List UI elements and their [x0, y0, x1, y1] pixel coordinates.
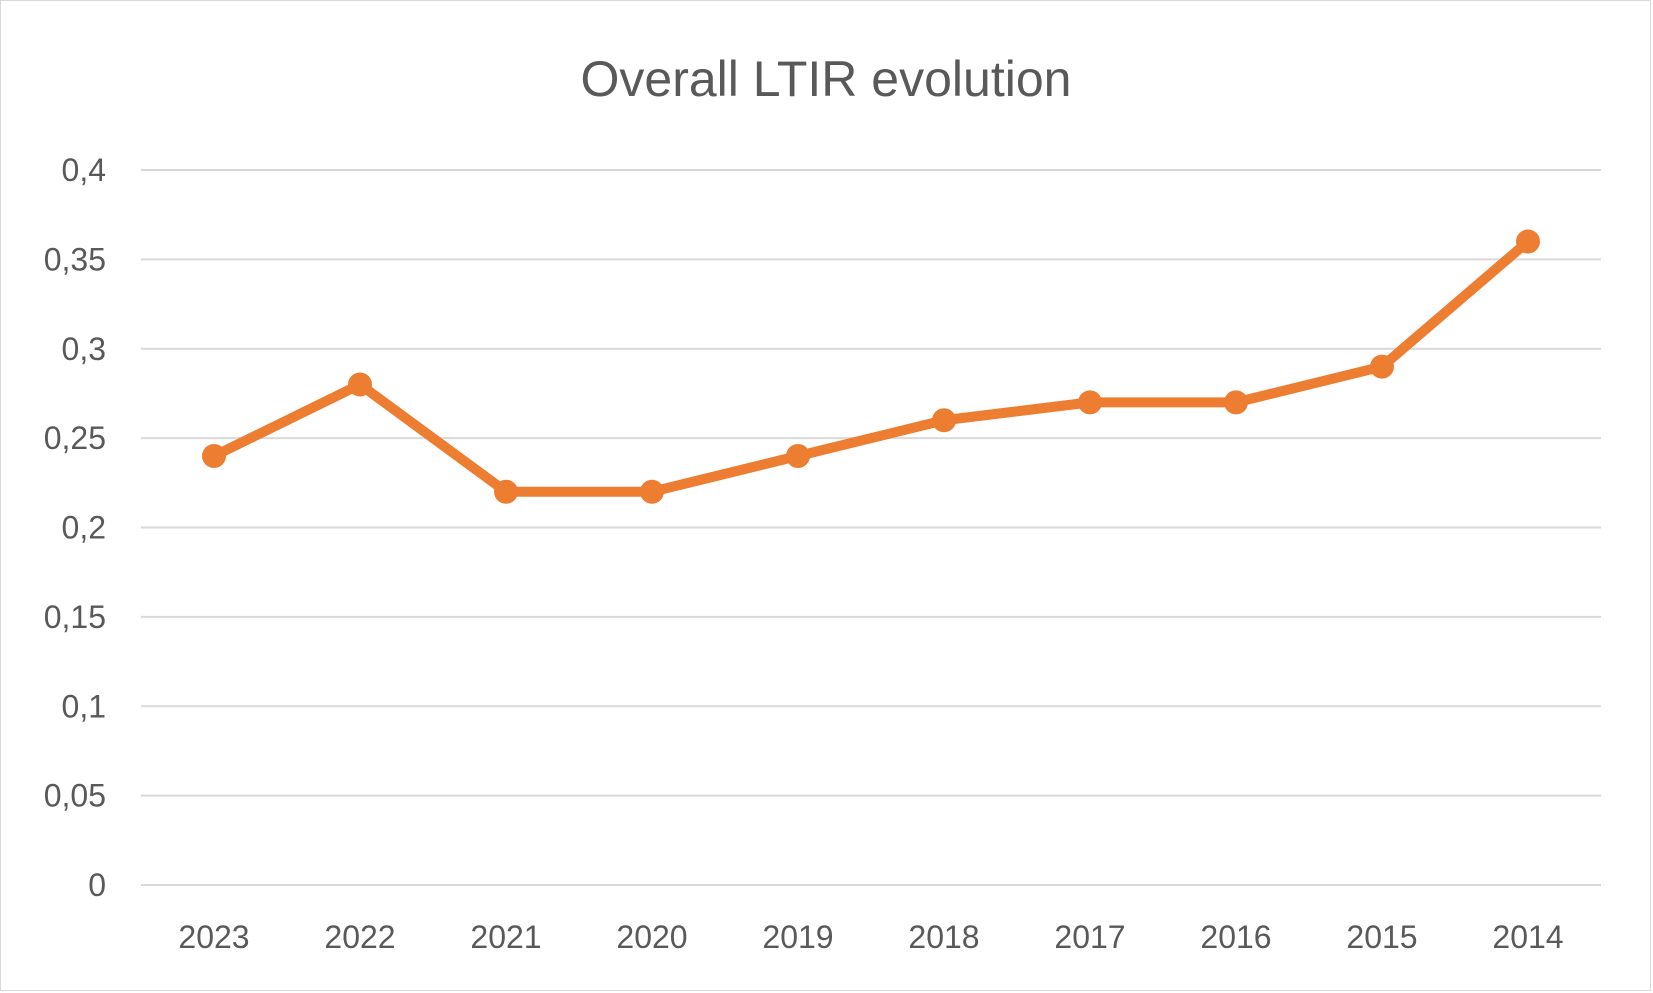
data-point: [202, 444, 226, 468]
y-tick-label: 0,05: [44, 778, 106, 814]
chart-title: Overall LTIR evolution: [581, 51, 1072, 107]
x-tick-label: 2014: [1492, 919, 1563, 955]
data-point: [640, 479, 664, 504]
y-tick-label: 0: [88, 867, 106, 903]
data-point: [1370, 354, 1394, 379]
x-tick-label: 2020: [616, 919, 687, 955]
series-line: [209, 236, 1533, 497]
data-point: [494, 479, 518, 504]
x-tick-label: 2022: [324, 919, 395, 955]
x-tick-label: 2021: [470, 919, 541, 955]
x-tick-label: 2016: [1200, 919, 1271, 955]
data-point: [932, 408, 956, 433]
series-group: [202, 229, 1540, 504]
y-tick-label: 0,35: [44, 241, 106, 277]
x-tick-label: 2015: [1346, 919, 1417, 955]
y-tick-label: 0,15: [44, 599, 106, 635]
x-tick-label: 2023: [178, 919, 249, 955]
x-tick-label: 2019: [762, 919, 833, 955]
y-tick-label: 0,1: [62, 688, 106, 724]
y-tick-label: 0,4: [62, 152, 106, 188]
y-tick-label: 0,25: [44, 420, 106, 456]
data-point: [1224, 390, 1248, 415]
x-tick-label: 2017: [1054, 919, 1125, 955]
y-tick-label: 0,3: [62, 331, 106, 367]
data-point: [786, 444, 810, 468]
data-point: [1078, 390, 1102, 415]
x-axis-ticks: 2023 2022 2021 2020 2019 2018 2017 2016 2015 2014: [178, 919, 1563, 955]
x-tick-label: 2018: [908, 919, 979, 955]
gridlines: [141, 169, 1601, 886]
y-axis-ticks: 0 0,05 0,1 0,15 0,2 0,25 0,3 0,35 0,4: [44, 152, 106, 903]
y-tick-label: 0,2: [62, 510, 106, 546]
data-point: [348, 372, 372, 397]
data-point: [1516, 229, 1540, 254]
